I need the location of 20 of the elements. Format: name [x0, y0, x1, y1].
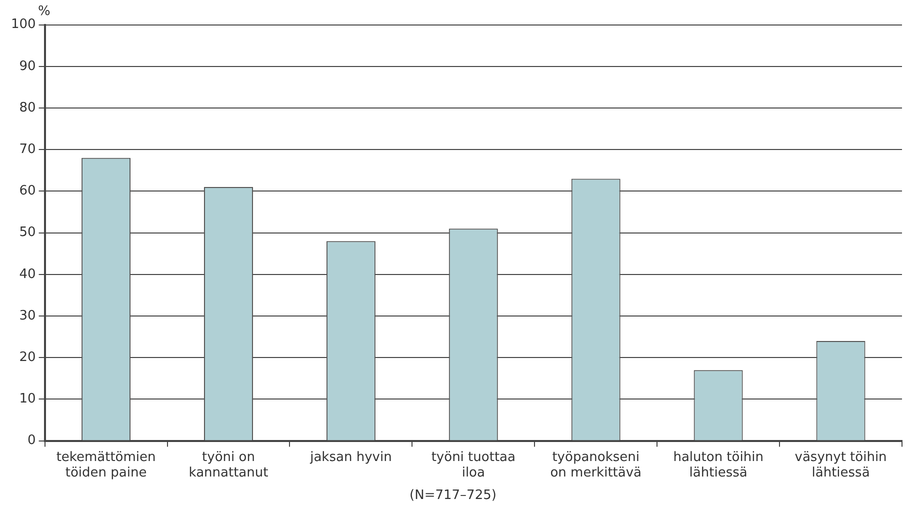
y-tick-label: 90: [19, 58, 36, 74]
x-tick-label: jaksan hyvin: [309, 450, 392, 465]
y-tick-label: 70: [19, 142, 36, 157]
y-tick-label: 0: [28, 433, 36, 448]
x-tick-label: väsynyt töihin lähtiessä: [794, 450, 887, 481]
x-tick-label: tekemättömien töiden paine: [56, 450, 156, 481]
y-tick-label: 80: [19, 100, 36, 116]
y-axis-title: %: [38, 4, 50, 19]
y-tick-label: 10: [19, 392, 36, 407]
x-tick-label: työni tuottaa iloa: [431, 450, 516, 481]
x-tick-label: haluton töihin lähtiessä: [673, 450, 764, 481]
y-tick-label: 50: [19, 225, 36, 240]
x-tick-label: työni on kannattanut: [188, 450, 268, 481]
y-tick-label: 60: [19, 184, 36, 199]
y-tick-label: 20: [19, 350, 36, 365]
y-tick-label: 30: [19, 308, 36, 324]
text: (N=717–725): [408, 488, 498, 503]
y-tick-label: 40: [19, 266, 36, 282]
x-tick-label: työpanokseni on merkittävä: [550, 450, 642, 481]
y-tick-label: 100: [10, 17, 36, 32]
